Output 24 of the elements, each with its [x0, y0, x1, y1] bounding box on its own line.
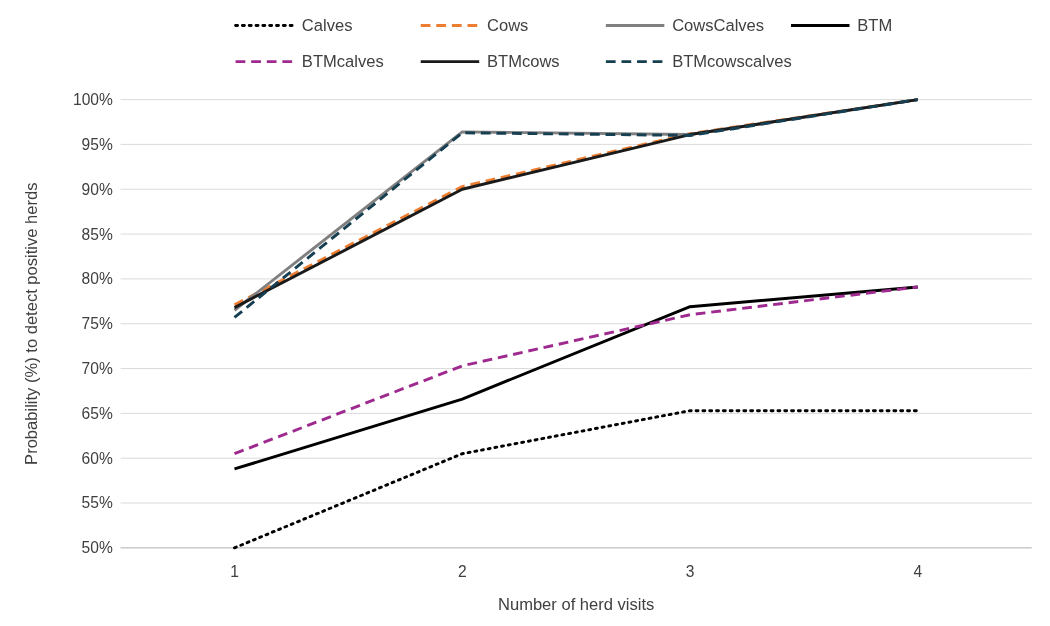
- legend-label: CowsCalves: [672, 16, 765, 36]
- x-tick-label: 2: [457, 563, 467, 581]
- y-tick-label: 60%: [81, 449, 113, 467]
- x-tick-label: 3: [685, 563, 695, 581]
- y-axis-title: Probability (%) to detect positive herds: [21, 182, 41, 465]
- y-tick-label: 75%: [81, 315, 113, 333]
- x-tick-label: 4: [913, 563, 923, 581]
- legend-label: BTMcalves: [301, 52, 384, 72]
- legend-label: Calves: [301, 16, 353, 36]
- x-tick-label: 1: [230, 563, 239, 581]
- y-tick-label: 95%: [81, 135, 113, 153]
- legend-label: BTMcows: [487, 52, 560, 72]
- y-tick-label: 80%: [81, 270, 113, 288]
- y-tick-label: 65%: [81, 404, 113, 422]
- y-tick-label: 70%: [81, 360, 113, 377]
- y-tick-label: 90%: [81, 180, 113, 198]
- legend-label: BTM: [857, 16, 893, 36]
- x-axis-title: Number of herd visits: [497, 595, 655, 615]
- y-tick-label: 100%: [72, 91, 113, 109]
- y-tick-label: 55%: [81, 494, 113, 512]
- legend-label: BTMcowscalves: [672, 52, 792, 72]
- legend-label: Cows: [487, 16, 529, 36]
- y-tick-label: 85%: [81, 225, 113, 243]
- y-tick-label: 50%: [81, 539, 113, 557]
